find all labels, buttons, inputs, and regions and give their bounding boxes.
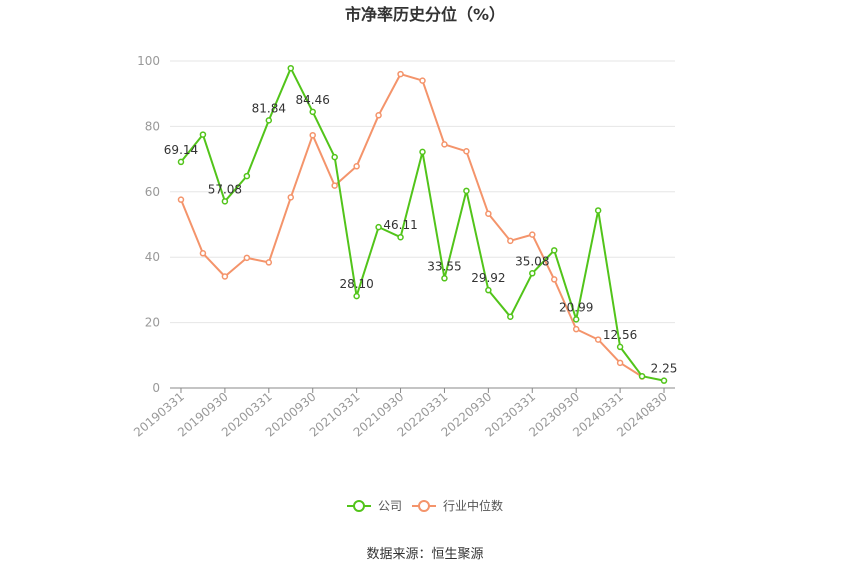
data-point bbox=[550, 247, 558, 254]
data-point bbox=[199, 250, 207, 257]
data-label: 84.46 bbox=[296, 93, 330, 107]
data-label: 57.08 bbox=[208, 182, 242, 196]
data-point bbox=[550, 276, 558, 283]
data-point bbox=[331, 153, 338, 161]
data-label: 12.56 bbox=[603, 328, 637, 342]
data-point bbox=[594, 207, 602, 214]
data-point bbox=[199, 131, 207, 138]
data-label: 29.92 bbox=[471, 271, 505, 285]
data-point bbox=[572, 325, 580, 333]
legend-item-industry[interactable]: 行业中位数 bbox=[412, 498, 503, 513]
data-labels: 69.14 57.08 81.84 84.46 28.10 46.11 33.55 29.92… bbox=[164, 93, 678, 376]
data-point bbox=[660, 377, 668, 384]
y-tick-label: 0 bbox=[152, 381, 160, 395]
data-point bbox=[309, 108, 316, 116]
chart-title: 市净率历史分位（%） bbox=[345, 5, 505, 24]
y-axis: 0 20 40 60 80 100 bbox=[137, 54, 160, 395]
y-tick-label: 80 bbox=[145, 119, 160, 133]
data-point bbox=[397, 70, 404, 78]
data-label: 28.10 bbox=[339, 277, 373, 291]
data-source: 数据来源：恒生聚源 bbox=[366, 547, 483, 562]
data-label: 69.14 bbox=[164, 143, 198, 157]
data-point bbox=[419, 77, 426, 84]
data-point bbox=[419, 148, 426, 156]
grid-lines bbox=[170, 60, 675, 324]
data-point bbox=[353, 292, 360, 300]
legend[interactable]: 公司 行业中位数 bbox=[347, 498, 503, 513]
data-point bbox=[265, 259, 273, 266]
data-point bbox=[375, 223, 382, 231]
data-point bbox=[616, 343, 624, 351]
data-label: 33.55 bbox=[427, 259, 461, 273]
data-point bbox=[353, 163, 360, 170]
data-point bbox=[507, 237, 514, 245]
data-point bbox=[485, 210, 492, 217]
data-point bbox=[243, 172, 251, 180]
y-tick-label: 60 bbox=[145, 185, 160, 199]
legend-label-company: 公司 bbox=[378, 499, 402, 513]
data-point bbox=[221, 198, 229, 205]
data-point bbox=[507, 313, 514, 320]
data-point bbox=[638, 372, 646, 380]
x-axis: 2019033120190930202003312020093020210331… bbox=[131, 387, 675, 440]
data-point bbox=[463, 187, 470, 195]
data-point bbox=[616, 359, 624, 367]
data-point bbox=[463, 148, 470, 155]
data-label: 20.99 bbox=[559, 300, 593, 314]
data-point bbox=[243, 254, 251, 262]
data-point bbox=[265, 117, 273, 124]
y-tick-label: 20 bbox=[145, 316, 160, 330]
legend-marker-company bbox=[353, 500, 365, 512]
legend-label-industry: 行业中位数 bbox=[443, 498, 503, 513]
data-point bbox=[529, 231, 536, 238]
data-point bbox=[572, 316, 580, 323]
data-point bbox=[375, 112, 382, 119]
legend-item-company[interactable]: 公司 bbox=[347, 499, 402, 513]
data-point bbox=[441, 275, 448, 282]
data-point bbox=[441, 141, 448, 148]
data-point bbox=[594, 336, 602, 343]
data-point bbox=[397, 233, 404, 241]
data-point bbox=[221, 273, 229, 280]
series-line-1 bbox=[180, 73, 643, 378]
data-point bbox=[309, 131, 316, 139]
data-point bbox=[529, 270, 536, 277]
data-label: 81.84 bbox=[252, 101, 286, 115]
data-point bbox=[177, 196, 185, 203]
data-point bbox=[485, 286, 492, 294]
data-label: 46.11 bbox=[383, 218, 417, 232]
data-point bbox=[177, 158, 185, 166]
y-tick-label: 100 bbox=[137, 54, 160, 68]
data-label: 2.25 bbox=[651, 362, 678, 376]
data-point bbox=[287, 194, 295, 201]
series-lines bbox=[177, 64, 668, 384]
data-label: 35.08 bbox=[515, 254, 549, 268]
legend-marker-industry bbox=[418, 500, 430, 512]
data-point bbox=[287, 64, 295, 72]
data-point bbox=[331, 182, 338, 189]
y-tick-label: 40 bbox=[145, 250, 160, 264]
